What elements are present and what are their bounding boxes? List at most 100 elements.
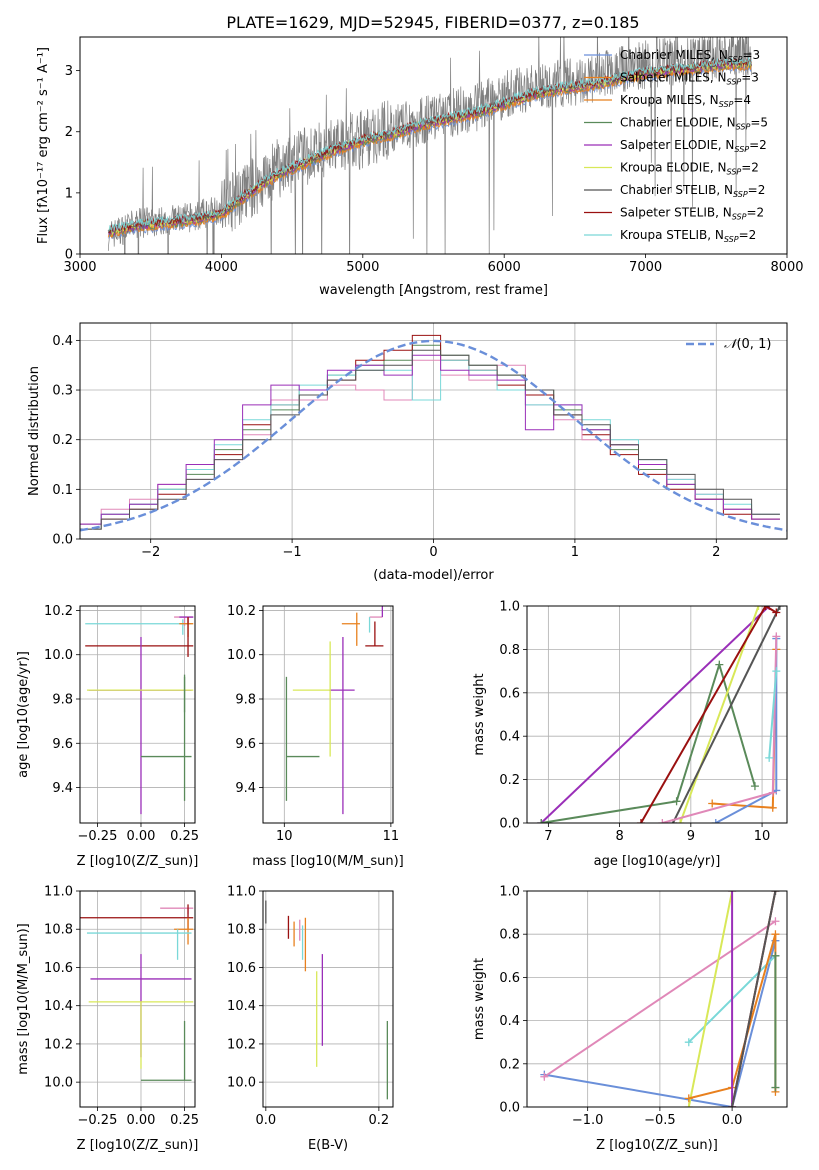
y-tick-label: 10.6 [227, 961, 256, 976]
legend-label-text: Kroupa ELODIE, N [620, 161, 727, 175]
gaussian-reference-curve [80, 339, 787, 532]
legend-label: Chabrier MILES, NSSP=3 [620, 48, 760, 64]
legend-label-subscript: SSP [733, 190, 748, 199]
weight-point-marker [750, 782, 759, 791]
model-spectrum-line [107, 57, 752, 232]
residual-histogram [80, 349, 780, 530]
legend-label-subscript: SSP [732, 213, 747, 222]
legend-label-text: (0, 1) [736, 337, 771, 352]
x-tick-label: −0.5 [644, 1113, 676, 1128]
y-tick-label: 10.6 [44, 961, 73, 976]
weight-point-marker [658, 819, 667, 823]
x-tick-label: 0 [429, 545, 437, 560]
figure-title: PLATE=1629, MJD=52945, FIBERID=0377, z=0… [226, 13, 639, 32]
mass-vs-ebv-panel: 0.0 0.2 10.0 10.2 10.4 10.6 10.8 11.0 E(B-V) [227, 885, 394, 1153]
y-tick-label: 3 [65, 64, 73, 79]
y-tick-label: 10.8 [44, 923, 73, 938]
weight-point-marker [684, 1103, 693, 1107]
x-tick-label: 0.25 [170, 1113, 199, 1128]
weight-point-marker [540, 1072, 549, 1081]
legend-label: Salpeter MILES, NSSP=3 [620, 71, 759, 87]
x-tick-label: 3000 [63, 260, 96, 275]
x-tick-label: 10 [276, 829, 293, 844]
y-tick-label: 11.0 [44, 885, 73, 900]
legend-label-text: Kroupa STELIB, N [620, 228, 724, 242]
y-tick-label: 0.0 [52, 533, 73, 548]
plot-area [537, 606, 784, 823]
weight-series-line [541, 661, 756, 823]
weight-series-line [687, 891, 734, 1107]
legend-label: Kroupa STELIB, NSSP=2 [620, 228, 756, 244]
y-tick-label: 0.3 [52, 384, 73, 399]
y-tick-label: 0.2 [52, 433, 73, 448]
legend-label-count: =2 [748, 183, 766, 197]
y-tick-label: 1 [65, 186, 73, 201]
age-vs-mass-panel: 10 11 9.4 9.6 9.8 10.0 10.2 mass [log10(M/M_sun… [227, 604, 404, 869]
plot-area [107, 37, 752, 254]
legend-label-subscript: SSP [736, 123, 751, 132]
y-axis-label: Flux [fλ10⁻¹⁷ erg cm⁻² s⁻¹ A⁻¹] [36, 47, 51, 244]
residual-histogram [80, 354, 780, 525]
weight-point-marker [684, 1038, 693, 1047]
legend-label-count: =2 [739, 228, 757, 242]
age-vs-metallicity-panel: −0.25 0.00 0.25 9.4 9.6 9.8 10.0 10.2 Z [log10(Z… [16, 604, 199, 869]
y-tick-label: 0.8 [499, 928, 520, 943]
plot-area [85, 616, 194, 815]
legend-label-text: Chabrier STELIB, N [620, 183, 733, 197]
x-axis-label: Z [log10(Z/Z_sun)] [596, 1138, 718, 1153]
y-axis-label: mass weight [472, 958, 487, 1040]
legend-label-subscript: SSP [724, 235, 739, 244]
weight-series-line [768, 671, 778, 758]
legend-label-subscript: SSP [728, 55, 743, 64]
axes-frame [79, 605, 196, 824]
x-tick-label: 5000 [346, 260, 379, 275]
weight-point-marker [768, 788, 777, 797]
y-tick-label: 10.2 [227, 1037, 256, 1052]
y-tick-label: 10.2 [44, 1037, 73, 1052]
y-axis-label: age [log10(age/yr)] [16, 651, 31, 778]
legend-label-count: =2 [746, 206, 764, 220]
plot-area [80, 334, 787, 532]
y-tick-label: 10.4 [44, 999, 73, 1014]
legend-label-count: =4 [733, 93, 751, 107]
weight-point-marker [768, 803, 777, 812]
weight-point-marker [708, 799, 717, 808]
y-tick-label: 0.6 [499, 971, 520, 986]
plot-area [80, 904, 194, 1081]
x-tick-label: 0.2 [369, 1113, 390, 1128]
weight-point-marker [672, 797, 681, 806]
weight-point-marker [765, 753, 774, 762]
y-tick-label: 9.6 [235, 737, 256, 752]
y-tick-label: 10.2 [44, 604, 73, 619]
x-tick-label: 4000 [205, 260, 238, 275]
weight-point-marker [711, 819, 720, 823]
y-tick-label: 0.2 [499, 773, 520, 788]
legend-label: Kroupa ELODIE, NSSP=2 [620, 161, 759, 177]
y-tick-label: 10.0 [44, 648, 73, 663]
y-axis-label: Normed distribution [27, 366, 42, 496]
axes-frame [79, 890, 196, 1108]
y-tick-label: 10.0 [227, 648, 256, 663]
x-tick-label: −2 [141, 545, 160, 560]
y-tick-label: 0 [65, 248, 73, 263]
y-tick-label: 9.8 [52, 693, 73, 708]
y-tick-label: 1.0 [499, 885, 520, 900]
model-spectrum-line [107, 62, 752, 238]
y-tick-label: 0.2 [499, 1057, 520, 1072]
weight-point-marker [537, 819, 546, 823]
legend-label-count: =2 [749, 138, 767, 152]
weight-point-marker [771, 917, 780, 926]
weight-series-line [544, 940, 777, 1107]
x-axis-label: (data-model)/error [373, 568, 494, 583]
weight-point-marker [728, 1103, 737, 1107]
legend-label-text: Salpeter STELIB, N [620, 206, 732, 220]
weight-series-line [543, 920, 776, 1078]
weight-vs-age-panel: 7 8 9 10 0.0 0.2 0.4 0.6 0.8 1.0 age [log10(age/yr… [472, 600, 788, 869]
x-tick-label: 10 [754, 829, 771, 844]
y-tick-label: 0.1 [52, 483, 73, 498]
weight-point-marker [761, 606, 770, 610]
weight-point-marker [772, 608, 781, 617]
x-tick-label: 0.00 [127, 829, 156, 844]
y-tick-label: 2 [65, 125, 73, 140]
